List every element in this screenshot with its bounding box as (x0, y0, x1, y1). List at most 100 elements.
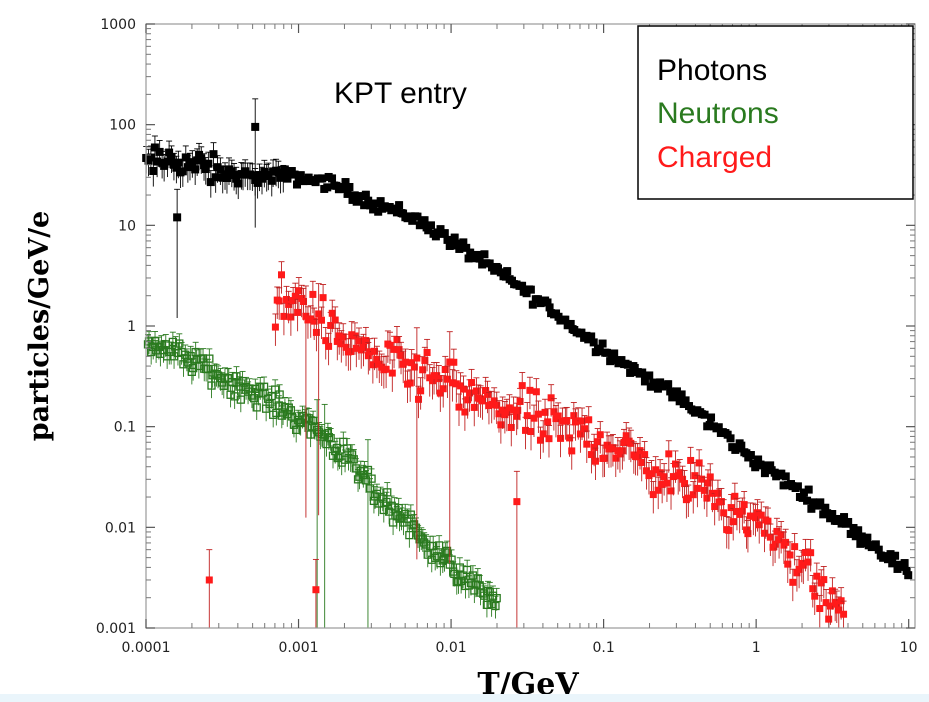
charged-data-point (532, 378, 540, 411)
marker (222, 173, 231, 182)
marker (886, 550, 895, 559)
marker (420, 216, 429, 225)
photons-data-point (598, 339, 607, 348)
marker (507, 423, 515, 431)
marker (764, 517, 772, 525)
marker (803, 496, 812, 505)
marker (568, 447, 576, 455)
marker (675, 397, 684, 406)
marker (627, 439, 635, 447)
marker (426, 221, 435, 230)
x-tick-label: 0.0001 (122, 640, 171, 656)
photons-data-point (700, 410, 709, 419)
marker (667, 487, 675, 495)
marker (775, 536, 783, 544)
marker (826, 514, 835, 523)
charged-data-point (448, 369, 456, 402)
marker (679, 475, 687, 483)
marker (249, 394, 259, 403)
marker (669, 473, 677, 481)
x-tick-label: 1 (752, 640, 761, 656)
charged-data-point (840, 600, 848, 628)
marker (443, 375, 451, 383)
charged-data-point (397, 341, 405, 375)
marker (771, 540, 779, 548)
marker (366, 348, 374, 356)
charged-data-point (568, 437, 576, 470)
marker (280, 165, 289, 174)
marker (700, 486, 708, 494)
marker (820, 576, 828, 584)
marker (160, 161, 169, 170)
marker (435, 375, 443, 383)
marker (888, 559, 897, 568)
x-tick-label: 0.01 (435, 640, 466, 656)
marker (784, 560, 792, 568)
marker (172, 163, 181, 172)
marker (609, 444, 617, 452)
marker (743, 526, 751, 534)
charged-data-point (331, 306, 339, 339)
neutrons-data-point (349, 449, 358, 472)
marker (331, 316, 339, 324)
charged-data-point (786, 541, 794, 574)
marker (415, 395, 423, 403)
marker (536, 436, 544, 444)
neutrons-data-point (376, 486, 385, 510)
marker (401, 509, 410, 519)
marker (654, 486, 662, 494)
marker (328, 309, 336, 317)
marker (491, 601, 500, 611)
marker (740, 501, 748, 509)
marker (464, 396, 472, 404)
marker (707, 413, 716, 422)
marker (483, 586, 493, 596)
photons-data-point (318, 174, 327, 183)
marker (665, 450, 673, 458)
marker (698, 475, 706, 483)
charged-data-point (319, 284, 327, 317)
photons-data-point (426, 221, 435, 230)
marker (658, 480, 666, 488)
marker (178, 167, 187, 176)
marker (791, 543, 799, 551)
marker (369, 361, 377, 369)
marker (684, 494, 692, 502)
photons-data-point (828, 510, 837, 519)
marker (175, 339, 184, 348)
marker (626, 368, 635, 377)
marker (717, 498, 725, 506)
marker (173, 213, 182, 222)
charged-data-point (302, 285, 310, 518)
charged-data-point (526, 376, 534, 410)
marker (503, 267, 512, 276)
marker (310, 317, 318, 325)
marker (304, 414, 313, 423)
marker (318, 174, 327, 183)
marker (752, 514, 760, 522)
marker (729, 518, 737, 526)
photons-data-point (503, 267, 512, 276)
marker (516, 397, 524, 405)
charged-data-point (585, 406, 593, 439)
marker (704, 479, 712, 487)
photons-data-point (645, 371, 654, 380)
charged-data-point (335, 322, 343, 355)
charged-data-point (647, 460, 655, 493)
marker (656, 469, 664, 477)
marker (773, 527, 781, 535)
marker (623, 360, 632, 369)
marker (338, 184, 347, 193)
marker (681, 396, 690, 405)
charged-data-point (468, 368, 476, 402)
marker (280, 312, 288, 320)
photons-data-point (746, 451, 755, 460)
marker (746, 451, 755, 460)
marker (278, 271, 286, 279)
marker (478, 260, 487, 269)
marker (395, 201, 404, 210)
marker (840, 610, 848, 618)
charged-data-point (684, 484, 692, 517)
marker (456, 576, 466, 586)
charged-data-point (665, 440, 673, 473)
